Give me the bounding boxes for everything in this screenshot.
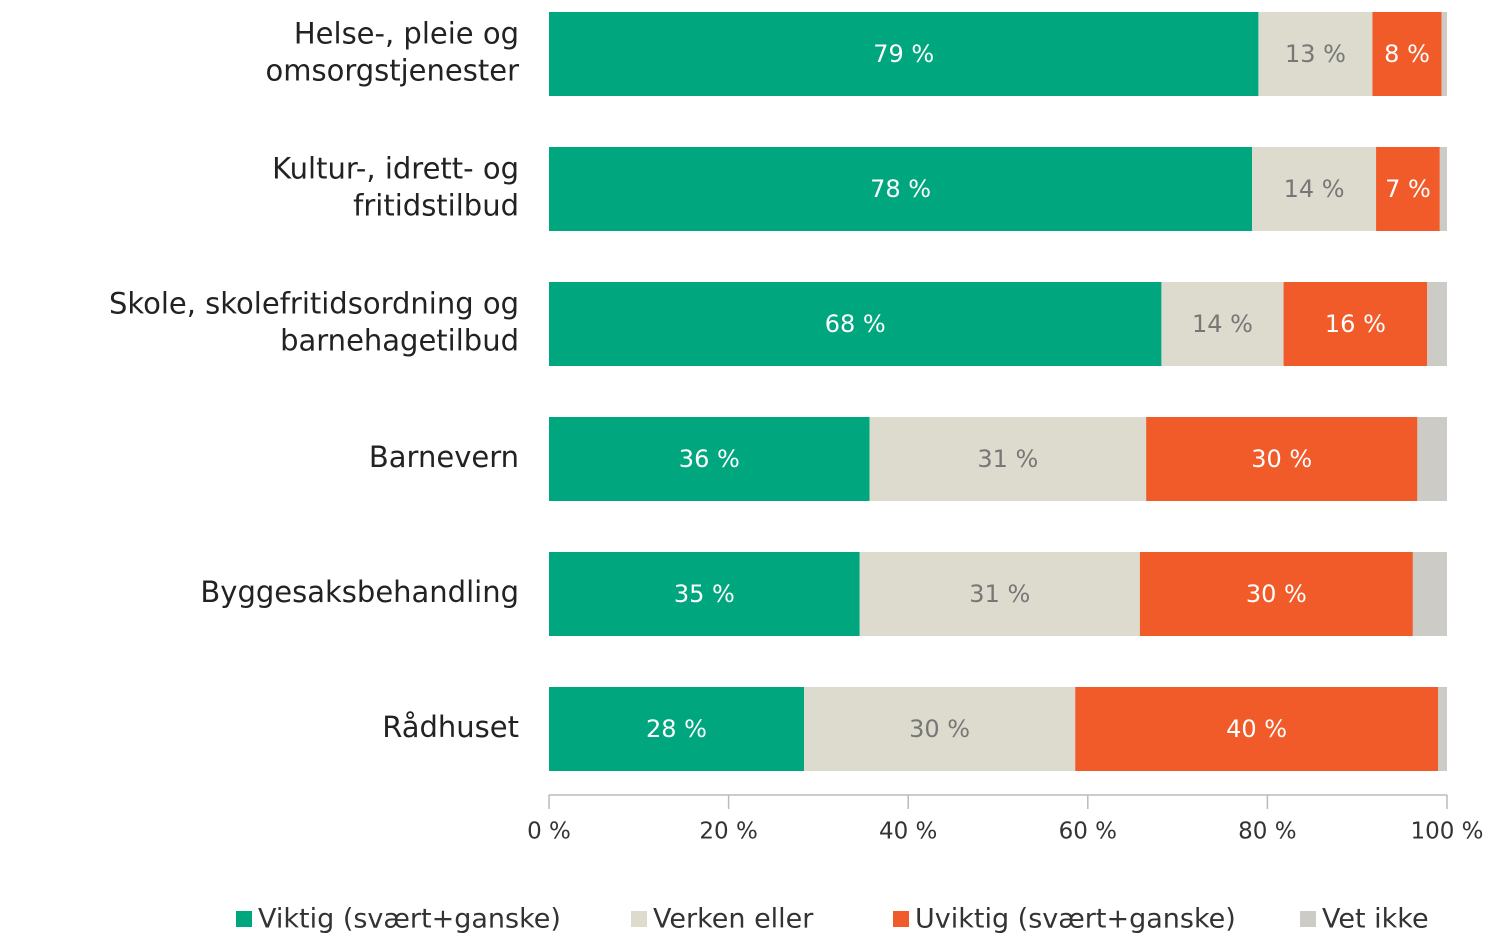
x-tick-label: 0 % <box>527 819 571 845</box>
bar-segment <box>549 417 870 501</box>
bar-segment <box>1258 12 1373 96</box>
x-tick-label: 100 % <box>1410 819 1483 845</box>
bar-segment <box>549 147 1253 231</box>
value-label: 78 % <box>870 175 931 203</box>
legend-swatch <box>236 911 252 927</box>
bar-segment <box>1376 147 1440 231</box>
value-label: 68 % <box>825 310 886 338</box>
bar-segment <box>1146 417 1418 501</box>
bar-segment <box>1441 12 1447 96</box>
value-label: 13 % <box>1285 40 1346 68</box>
bar-segment <box>1139 552 1413 636</box>
bar-segment <box>869 417 1147 501</box>
bar-segment <box>1252 147 1377 231</box>
bar-segment <box>1372 12 1442 96</box>
bar-segment <box>1161 282 1284 366</box>
value-label: 30 % <box>909 715 970 743</box>
bar-segment <box>1427 282 1447 366</box>
category-label: Byggesaksbehandling <box>200 575 519 609</box>
x-tick-label: 40 % <box>879 819 937 845</box>
value-label: 35 % <box>674 580 735 608</box>
value-label: 36 % <box>679 445 740 473</box>
value-label: 14 % <box>1284 175 1345 203</box>
bar-segment <box>549 282 1162 366</box>
bar-segment <box>859 552 1140 636</box>
bar-segment <box>804 687 1076 771</box>
category-label: Helse-, pleie og omsorgstjenester <box>265 17 519 88</box>
bar-segment <box>549 687 805 771</box>
bar-segment <box>1075 687 1439 771</box>
x-tick-label: 80 % <box>1238 819 1296 845</box>
value-label: 40 % <box>1226 715 1287 743</box>
bar-segment <box>1439 147 1447 231</box>
legend-label: Viktig (svært+ganske) <box>258 904 561 935</box>
x-tick-label: 20 % <box>699 819 757 845</box>
legend-swatch <box>893 911 909 927</box>
bar-segment <box>1417 417 1447 501</box>
value-label: 8 % <box>1384 40 1430 68</box>
category-label: Skole, skolefritidsordning og barnehageti… <box>109 287 519 358</box>
value-label: 28 % <box>646 715 707 743</box>
value-label: 30 % <box>1251 445 1312 473</box>
value-label: 14 % <box>1192 310 1253 338</box>
category-label: Barnevern <box>369 440 519 474</box>
legend-label: Uviktig (svært+ganske) <box>915 904 1236 935</box>
value-label: 31 % <box>977 445 1038 473</box>
value-label: 7 % <box>1385 175 1431 203</box>
value-label: 31 % <box>969 580 1030 608</box>
value-label: 79 % <box>873 40 934 68</box>
bar-segment <box>1283 282 1428 366</box>
legend-label: Vet ikke <box>1322 904 1429 935</box>
category-label: Rådhuset <box>382 710 519 744</box>
bar-segment <box>549 12 1259 96</box>
legend-swatch <box>631 911 647 927</box>
bar-segment <box>1412 552 1447 636</box>
legend-label: Verken eller <box>653 904 814 935</box>
value-label: 30 % <box>1246 580 1307 608</box>
x-tick-label: 60 % <box>1059 819 1117 845</box>
legend-swatch <box>1300 911 1316 927</box>
bar-segment <box>549 552 860 636</box>
category-label: Kultur-, idrett- og fritidstilbud <box>272 152 519 223</box>
value-label: 16 % <box>1325 310 1386 338</box>
bar-segment <box>1438 687 1447 771</box>
